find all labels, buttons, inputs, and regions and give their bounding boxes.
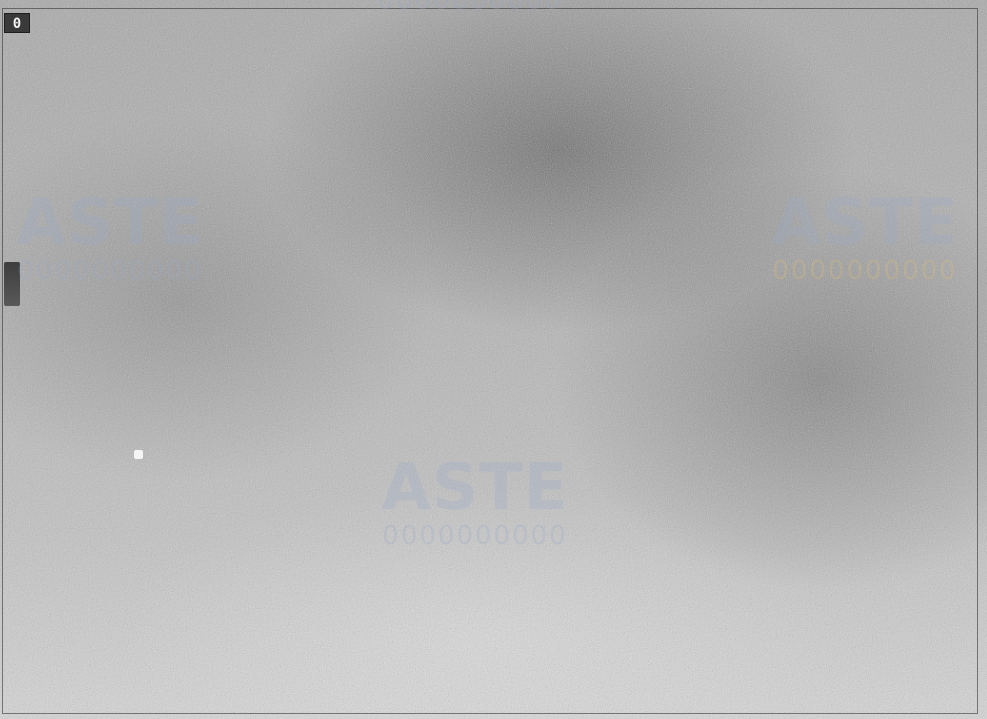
white-speck	[134, 450, 143, 459]
dark-blot	[4, 262, 20, 306]
photo-frame-border	[2, 8, 978, 714]
corner-label: 0	[4, 13, 30, 33]
